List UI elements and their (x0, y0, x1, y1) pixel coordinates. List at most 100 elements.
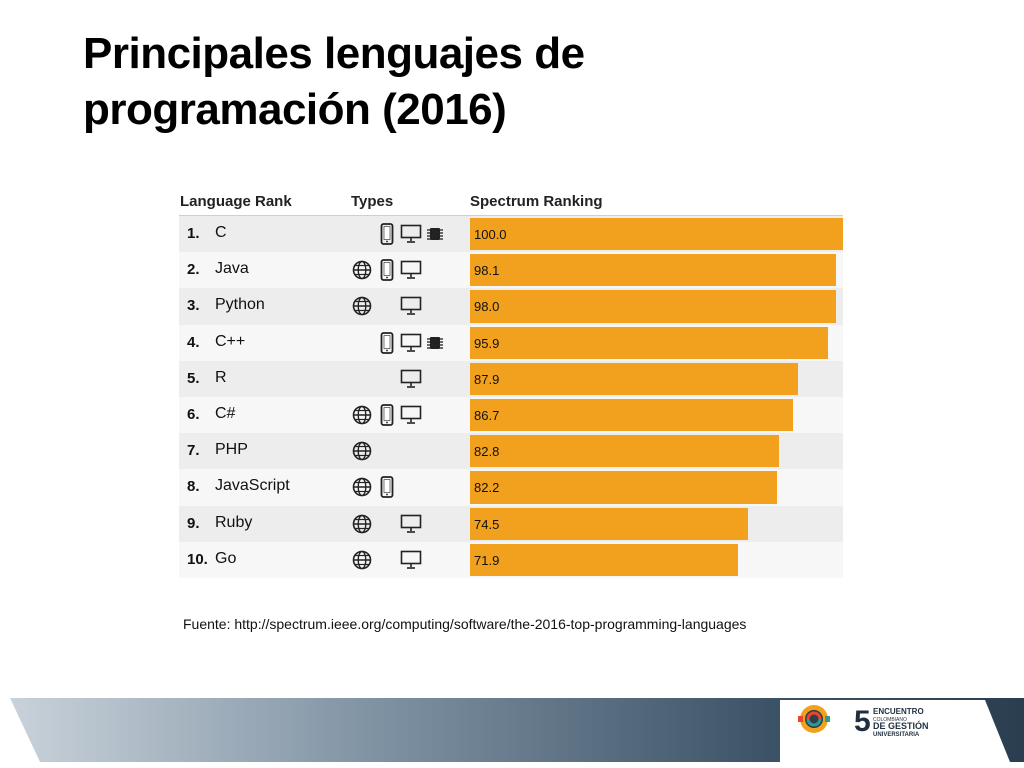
language-name: PHP (215, 441, 248, 459)
table-row: 4. C++ 95.9 (179, 324, 843, 361)
gear-icon (798, 705, 830, 733)
bar-value-label: 82.2 (474, 480, 500, 496)
desktop-monitor-icon (400, 549, 422, 571)
spectrum-bar (470, 290, 836, 323)
spectrum-bar (470, 471, 777, 504)
rank-number: 5. (187, 369, 200, 387)
desktop-monitor-icon (400, 368, 422, 390)
globe-icon (351, 440, 373, 462)
language-name: Go (215, 549, 237, 567)
globe-icon (351, 549, 373, 571)
language-ranking-table: Language Rank Types Spectrum Ranking 1. C… (179, 188, 843, 578)
bar-track: 98.1 (470, 254, 843, 287)
svg-text:COLOMBIANO: COLOMBIANO (873, 717, 907, 723)
mobile-phone-icon (376, 259, 398, 282)
language-name: R (215, 368, 227, 386)
desktop-monitor-icon (400, 223, 422, 245)
rank-number: 10. (187, 550, 208, 568)
desktop-monitor-icon (400, 513, 422, 535)
bar-track: 86.7 (470, 398, 843, 432)
encuentro-logo: 5 ENCUENTRO COLOMBIANO DE GESTIÓN UNIVER… (798, 705, 929, 738)
bar-value-label: 82.8 (474, 444, 500, 460)
table-row: 3. Python 98.0 (179, 288, 843, 325)
slide-title-line-1: Principales lenguajes de (83, 29, 585, 78)
bar-track: 87.9 (470, 362, 843, 395)
slide-title-line-2: programación (2016) (83, 85, 507, 134)
rank-number: 1. (187, 225, 200, 242)
source-citation: Fuente: http://spectrum.ieee.org/computi… (183, 616, 747, 632)
rank-number: 4. (187, 333, 200, 351)
svg-text:UNIVERSITARIA: UNIVERSITARIA (873, 732, 920, 738)
bar-track: 100.0 (470, 218, 843, 251)
desktop-monitor-icon (400, 259, 422, 281)
bar-track: 82.8 (470, 435, 843, 468)
table-body: 1. C 100.0 2. Java 98.1 3. Python 98.0 4. C++ 95.9 5… (179, 216, 843, 578)
table-row: 5. R 87.9 (179, 360, 843, 397)
chip-icon (424, 223, 446, 245)
rank-number: 8. (187, 478, 200, 496)
desktop-monitor-icon (400, 332, 422, 354)
table-row: 9. Ruby 74.5 (179, 505, 843, 542)
bar-track: 74.5 (470, 507, 843, 540)
table-row: 6. C# 86.7 (179, 396, 843, 434)
header-spectrum-ranking: Spectrum Ranking (470, 193, 603, 210)
rank-number: 9. (187, 514, 200, 532)
spectrum-bar (470, 435, 779, 468)
table-row: 2. Java 98.1 (179, 252, 843, 289)
table-header: Language Rank Types Spectrum Ranking (179, 188, 843, 216)
rank-number: 6. (187, 405, 200, 423)
bar-value-label: 86.7 (474, 407, 500, 423)
bar-value-label: 100.0 (474, 227, 507, 242)
spectrum-bar (470, 543, 739, 576)
header-types: Types (351, 193, 394, 210)
rank-number: 2. (187, 261, 200, 279)
rank-number: 3. (187, 297, 200, 315)
language-name: C++ (215, 332, 246, 350)
desktop-monitor-icon (400, 404, 422, 426)
bar-value-label: 95.9 (474, 335, 500, 351)
globe-icon (351, 476, 373, 498)
desktop-monitor-icon (400, 295, 422, 317)
table-row: 1. C 100.0 (179, 216, 843, 253)
header-language-rank: Language Rank (180, 193, 292, 210)
bar-value-label: 98.1 (474, 263, 500, 279)
spectrum-bar (470, 254, 836, 287)
globe-icon (351, 404, 373, 426)
language-name: Ruby (215, 513, 253, 531)
spectrum-bar (470, 398, 794, 432)
table-row: 8. JavaScript 82.2 (179, 469, 843, 506)
language-name: Python (215, 296, 265, 314)
language-name: JavaScript (215, 477, 290, 495)
language-name: C (215, 224, 227, 241)
globe-icon (351, 259, 373, 281)
svg-text:DE GESTIÓN: DE GESTIÓN (873, 720, 929, 731)
rank-number: 7. (187, 442, 200, 460)
mobile-phone-icon (376, 476, 398, 499)
svg-text:ENCUENTRO: ENCUENTRO (873, 707, 924, 716)
spectrum-bar (470, 507, 748, 540)
spectrum-bar (470, 218, 843, 251)
logo-number: 5 (854, 705, 871, 738)
table-row: 10. Go 71.9 (179, 541, 843, 578)
bar-value-label: 98.0 (474, 299, 500, 315)
bar-value-label: 74.5 (474, 516, 500, 532)
bar-track: 98.0 (470, 290, 843, 323)
bar-value-label: 87.9 (474, 371, 500, 387)
globe-icon (351, 513, 373, 535)
footer-band (10, 698, 1024, 762)
spectrum-bar (470, 326, 828, 359)
mobile-phone-icon (376, 223, 398, 245)
mobile-phone-icon (376, 404, 398, 426)
mobile-phone-icon (376, 331, 398, 354)
bar-track: 95.9 (470, 326, 843, 359)
globe-icon (351, 295, 373, 317)
table-row: 7. PHP 82.8 (179, 433, 843, 470)
chip-icon (424, 332, 446, 354)
bar-track: 82.2 (470, 471, 843, 504)
language-name: Java (215, 260, 249, 278)
slide-title: Principales lenguajes de programación (2… (83, 26, 783, 138)
bar-value-label: 71.9 (474, 552, 500, 568)
language-name: C# (215, 404, 236, 422)
bar-track: 71.9 (470, 543, 843, 576)
spectrum-bar (470, 362, 798, 395)
